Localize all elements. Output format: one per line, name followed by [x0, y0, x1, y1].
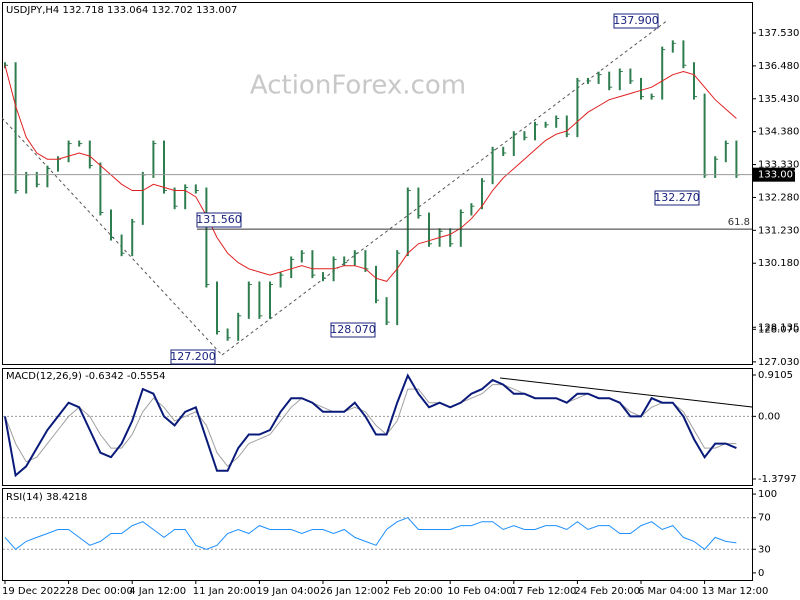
annotation: 132.270	[654, 191, 700, 204]
y-tick-label: -1.3797	[758, 474, 797, 485]
x-tick-label: 6 Mar 04:00	[638, 586, 698, 597]
x-tick-label: 26 Jan 12:00	[320, 586, 383, 597]
series-line	[4, 517, 737, 550]
y-tick-label: 131.230	[758, 225, 799, 236]
y-tick-label: 133.330	[758, 160, 799, 171]
series-line	[4, 65, 737, 282]
panel-title: RSI(14) 38.4218	[6, 492, 87, 503]
y-tick-label: 0.00	[758, 411, 780, 422]
annotation-box	[330, 322, 376, 338]
annotation: 137.900	[613, 14, 659, 27]
x-tick-label: 19 Dec 2022	[2, 586, 66, 597]
y-tick-label: 134.380	[758, 127, 799, 138]
y-tick-label: 130.180	[758, 258, 799, 269]
x-tick-label: 17 Feb 12:00	[511, 586, 577, 597]
retracement-label: 61.8	[728, 217, 750, 228]
y-tick-label: 127.030	[758, 357, 799, 368]
macd-trend-line	[499, 377, 753, 408]
annotation-box	[196, 212, 242, 228]
annotation: 131.560	[196, 213, 242, 226]
macd-panel	[2, 368, 753, 486]
annotation: 128.070	[330, 323, 376, 336]
last-price-label: 133.007	[758, 170, 799, 181]
last-price-box	[753, 167, 795, 182]
x-tick-label: 28 Dec 00:00	[66, 586, 133, 597]
x-tick-label: 13 Mar 12:00	[702, 586, 769, 597]
y-tick-label: 132.280	[758, 192, 799, 203]
y-tick-label: 100	[758, 489, 777, 500]
y-tick-label: 0.9105	[758, 370, 793, 381]
watermark: ActionForex.com	[250, 71, 466, 101]
x-tick-label: 10 Feb 04:00	[447, 586, 513, 597]
x-tick-label: 2 Feb 20:00	[384, 586, 443, 597]
rsi-panel	[2, 488, 753, 581]
x-tick-label: 19 Jan 04:00	[256, 586, 319, 597]
x-tick-label: 24 Feb 20:00	[574, 586, 640, 597]
y-tick-label: 136.480	[758, 61, 799, 72]
annotation-box	[613, 13, 659, 29]
y-tick-label: 128.135	[758, 322, 799, 333]
y-tick-label: 128.070	[758, 324, 799, 335]
x-tick-label: 11 Jan 20:00	[193, 586, 256, 597]
panel-title: USDJPY,H4 132.718 133.064 132.702 133.00…	[6, 5, 237, 16]
panel-title: MACD(12,26,9) -0.6342 -0.5554	[6, 371, 166, 382]
x-tick-label: 4 Jan 12:00	[129, 586, 186, 597]
y-tick-label: 70	[758, 513, 771, 524]
y-tick-label: 137.530	[758, 28, 799, 39]
y-tick-label: 30	[758, 544, 771, 555]
annotation-box	[170, 349, 216, 365]
series-line	[4, 373, 737, 478]
annotation: 127.200	[170, 350, 216, 363]
y-tick-label: 135.430	[758, 94, 799, 105]
y-tick-label: 0	[758, 568, 764, 579]
annotation-box	[654, 190, 700, 206]
price-panel	[2, 2, 753, 365]
trend-line	[221, 19, 669, 356]
